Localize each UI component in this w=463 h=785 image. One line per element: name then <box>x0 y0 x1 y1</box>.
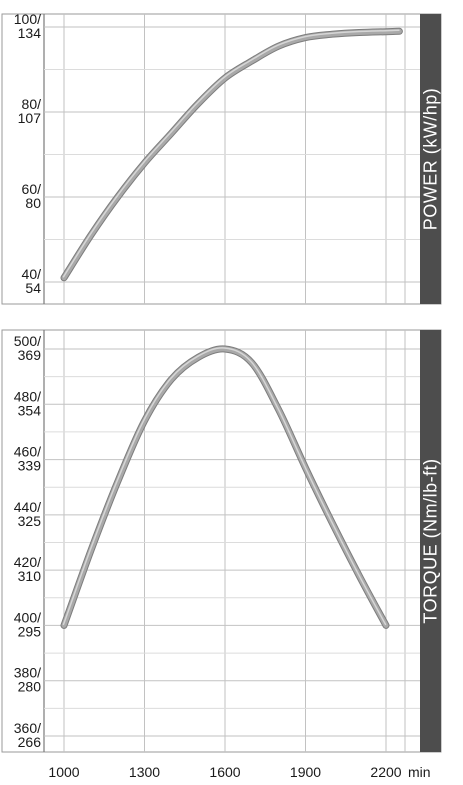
y-tick-label: 80/ <box>22 96 42 112</box>
x-axis: 1000 1300 1600 1900 2200 min <box>48 764 430 780</box>
y-tick-label: 380/ <box>14 665 41 681</box>
axis-label-band <box>420 330 441 752</box>
y-tick-label: 400/ <box>14 609 41 625</box>
x-tick-label: 1600 <box>209 764 240 780</box>
y-tick-label: 440/ <box>14 499 41 515</box>
y-tick-label-secondary: 325 <box>18 513 42 529</box>
y-tick-label-secondary: 266 <box>18 734 42 750</box>
y-tick-label: 60/ <box>22 181 42 197</box>
x-axis-unit: min <box>408 764 431 780</box>
panel-frame <box>1 13 442 305</box>
y-tick-label-secondary: 295 <box>18 623 42 639</box>
y-tick-label-secondary: 369 <box>18 347 42 363</box>
series-line-highlight <box>62 29 400 278</box>
y-tick-label: 500/ <box>14 333 41 349</box>
y-tick-label-secondary: 339 <box>18 458 42 474</box>
y-axis-title: TORQUE (Nm/lb-ft) <box>421 458 441 623</box>
series-line-highlight <box>62 347 387 626</box>
y-tick-label-secondary: 134 <box>18 25 42 41</box>
power-panel: 40/54 60/80 80/107 100/134 POWER (kW/hp) <box>1 11 442 305</box>
series-line <box>61 28 402 281</box>
y-axis-title: POWER (kW/hp) <box>421 88 441 231</box>
torque-panel: 360/266 380/280 400/295 420/310 440/325 460/3… <box>1 329 442 753</box>
x-tick-label: 1300 <box>129 764 160 780</box>
y-tick-label-secondary: 354 <box>18 402 42 418</box>
y-tick-label: 40/ <box>22 266 42 282</box>
y-tick-label: 480/ <box>14 388 41 404</box>
x-tick-label: 1000 <box>48 764 79 780</box>
y-tick-label-secondary: 107 <box>18 110 42 126</box>
y-tick-label-secondary: 80 <box>25 195 41 211</box>
y-tick-label-secondary: 54 <box>25 280 41 296</box>
y-tick-label-secondary: 280 <box>18 679 42 695</box>
x-tick-label: 1900 <box>290 764 321 780</box>
y-tick-label-secondary: 310 <box>18 568 42 584</box>
panel-frame <box>1 329 442 753</box>
x-tick-label: 2200 <box>370 764 401 780</box>
y-tick-label: 360/ <box>14 720 41 736</box>
y-tick-label: 420/ <box>14 554 41 570</box>
axis-label-band <box>420 14 441 304</box>
y-tick-label: 460/ <box>14 444 41 460</box>
y-tick-label: 100/ <box>14 11 41 27</box>
